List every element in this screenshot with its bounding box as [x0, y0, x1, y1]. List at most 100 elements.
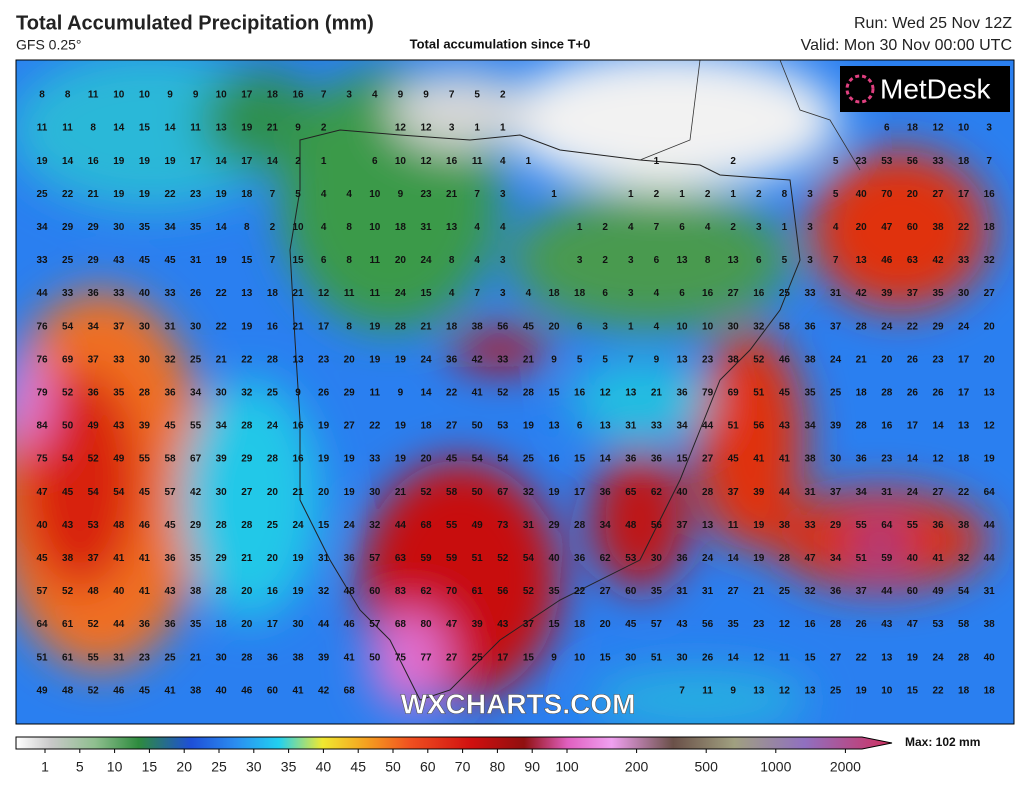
- grid-value: 14: [728, 652, 740, 663]
- title: Total Accumulated Precipitation (mm): [16, 12, 374, 34]
- grid-value: 20: [600, 619, 612, 630]
- grid-value: 45: [139, 487, 151, 498]
- grid-value: 19: [318, 421, 330, 432]
- grid-value: 3: [500, 189, 506, 200]
- grid-value: 29: [190, 520, 202, 531]
- grid-value: 30: [216, 487, 228, 498]
- grid-value: 33: [36, 255, 48, 266]
- grid-value: 34: [830, 553, 842, 564]
- grid-value: 19: [318, 454, 330, 465]
- grid-value: 24: [907, 487, 919, 498]
- grid-value: 47: [804, 553, 816, 564]
- grid-value: 23: [318, 354, 330, 365]
- grid-value: 48: [62, 685, 74, 696]
- grid-value: 30: [830, 454, 842, 465]
- grid-value: 17: [574, 487, 586, 498]
- grid-value: 16: [881, 421, 893, 432]
- grid-value: 18: [958, 156, 970, 167]
- grid-value: 3: [628, 255, 634, 266]
- grid-value: 9: [654, 354, 660, 365]
- grid-value: 64: [881, 520, 893, 531]
- grid-value: 28: [241, 520, 253, 531]
- grid-value: 7: [474, 288, 480, 299]
- grid-value: 32: [804, 586, 816, 597]
- logo: MetDesk: [840, 66, 1010, 112]
- grid-value: 58: [958, 619, 970, 630]
- grid-value: 58: [164, 454, 176, 465]
- grid-value: 36: [676, 388, 688, 399]
- grid-value: 19: [907, 652, 919, 663]
- grid-value: 7: [449, 90, 455, 101]
- grid-value: 57: [36, 586, 48, 597]
- colorbar-label: 30: [246, 759, 262, 775]
- grid-value: 34: [600, 520, 612, 531]
- grid-value: 33: [497, 354, 509, 365]
- grid-value: 30: [292, 619, 304, 630]
- grid-value: 12: [779, 685, 791, 696]
- grid-value: 15: [600, 652, 612, 663]
- grid-value: 29: [62, 222, 74, 233]
- grid-value: 27: [702, 454, 714, 465]
- grid-value: 17: [958, 354, 970, 365]
- grid-value: 45: [728, 454, 740, 465]
- grid-value: 36: [446, 354, 458, 365]
- grid-value: 30: [676, 652, 688, 663]
- grid-value: 52: [497, 553, 509, 564]
- colorbar-label: 80: [490, 759, 506, 775]
- grid-value: 4: [526, 288, 532, 299]
- grid-value: 55: [139, 454, 151, 465]
- grid-value: 18: [958, 454, 970, 465]
- grid-value: 8: [449, 255, 455, 266]
- grid-value: 32: [318, 586, 330, 597]
- grid-value: 15: [804, 652, 816, 663]
- grid-value: 20: [344, 354, 356, 365]
- grid-value: 32: [753, 321, 765, 332]
- grid-value: 19: [369, 354, 381, 365]
- grid-value: 34: [190, 388, 202, 399]
- grid-value: 23: [881, 454, 893, 465]
- grid-value: 32: [164, 354, 176, 365]
- grid-value: 28: [216, 520, 228, 531]
- grid-value: 23: [856, 156, 868, 167]
- grid-value: 9: [423, 90, 429, 101]
- grid-value: 21: [241, 553, 253, 564]
- grid-value: 28: [523, 388, 535, 399]
- grid-value: 21: [190, 652, 202, 663]
- grid-value: 56: [907, 156, 919, 167]
- grid-value: 46: [113, 685, 125, 696]
- grid-value: 18: [216, 619, 228, 630]
- grid-value: 69: [62, 354, 74, 365]
- grid-value: 29: [241, 454, 253, 465]
- grid-value: 47: [36, 487, 48, 498]
- grid-value: 44: [36, 288, 48, 299]
- model-label: GFS 0.25°: [16, 37, 82, 53]
- grid-value: 64: [984, 487, 996, 498]
- grid-value: 19: [292, 586, 304, 597]
- grid-value: 13: [753, 685, 765, 696]
- grid-value: 28: [216, 586, 228, 597]
- grid-value: 54: [523, 553, 535, 564]
- grid-value: 34: [216, 421, 228, 432]
- grid-value: 8: [346, 255, 352, 266]
- grid-value: 61: [62, 619, 74, 630]
- grid-value: 25: [267, 520, 279, 531]
- grid-value: 24: [395, 288, 407, 299]
- grid-value: 38: [292, 652, 304, 663]
- grid-value: 6: [679, 288, 685, 299]
- grid-value: 21: [446, 189, 458, 200]
- grid-value: 59: [881, 553, 893, 564]
- grid-value: 51: [728, 421, 740, 432]
- grid-value: 4: [321, 189, 327, 200]
- grid-value: 63: [395, 553, 407, 564]
- grid-value: 24: [830, 354, 842, 365]
- grid-value: 30: [958, 288, 970, 299]
- grid-value: 60: [907, 586, 919, 597]
- grid-value: 18: [984, 222, 996, 233]
- grid-value: 45: [36, 553, 48, 564]
- grid-value: 13: [804, 685, 816, 696]
- grid-value: 22: [958, 222, 970, 233]
- grid-value: 32: [958, 553, 970, 564]
- grid-value: 43: [881, 619, 893, 630]
- grid-value: 26: [907, 354, 919, 365]
- grid-value: 44: [113, 619, 125, 630]
